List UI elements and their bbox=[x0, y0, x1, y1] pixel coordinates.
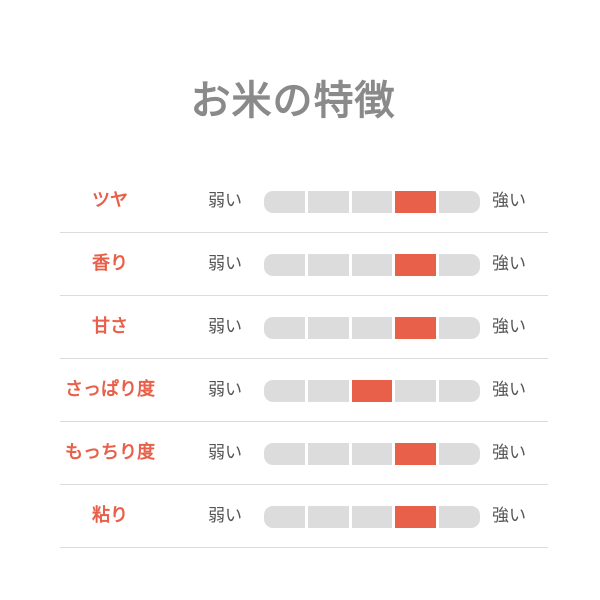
level-scale bbox=[264, 506, 480, 528]
weak-label: 弱い bbox=[208, 317, 242, 337]
characteristic-label: もっちり度 bbox=[65, 442, 155, 463]
characteristic-label: 甘さ bbox=[92, 316, 128, 337]
level-segment bbox=[307, 443, 349, 465]
level-segment bbox=[307, 191, 349, 213]
level-segment bbox=[439, 254, 480, 276]
level-scale bbox=[264, 380, 480, 402]
level-segment bbox=[351, 191, 393, 213]
level-segment bbox=[351, 254, 393, 276]
level-segment-active bbox=[395, 443, 437, 465]
level-segment bbox=[264, 254, 305, 276]
weak-label: 弱い bbox=[208, 443, 242, 463]
level-segment-active bbox=[395, 254, 437, 276]
level-segment-active bbox=[351, 380, 393, 402]
characteristic-row: さっぱり度 弱い 強い bbox=[60, 359, 548, 422]
level-segment bbox=[264, 443, 305, 465]
weak-label: 弱い bbox=[208, 506, 242, 526]
characteristics-list: ツヤ 弱い 強い 香り 弱い 強い 甘さ 弱い 強い さっぱり度 弱い 強い もっちり度 弱い 強い 粘り 弱い… bbox=[60, 170, 548, 548]
characteristic-label: さっぱり度 bbox=[65, 379, 155, 400]
characteristic-label: 香り bbox=[92, 253, 128, 274]
level-segment bbox=[307, 506, 349, 528]
weak-label: 弱い bbox=[208, 191, 242, 211]
strong-label: 強い bbox=[492, 191, 526, 211]
strong-label: 強い bbox=[492, 506, 526, 526]
page-title: お米の特徴 bbox=[190, 78, 396, 124]
level-segment bbox=[439, 443, 480, 465]
level-scale bbox=[264, 191, 480, 213]
level-scale bbox=[264, 317, 480, 339]
characteristic-label: ツヤ bbox=[92, 190, 128, 211]
level-segment bbox=[439, 506, 480, 528]
strong-label: 強い bbox=[492, 443, 526, 463]
level-segment bbox=[307, 380, 349, 402]
level-segment-active bbox=[395, 506, 437, 528]
level-segment bbox=[264, 191, 305, 213]
level-segment bbox=[351, 317, 393, 339]
weak-label: 弱い bbox=[208, 380, 242, 400]
characteristic-row: 粘り 弱い 強い bbox=[60, 485, 548, 548]
level-segment bbox=[439, 317, 480, 339]
level-segment bbox=[395, 380, 437, 402]
level-segment-active bbox=[395, 317, 437, 339]
characteristic-row: ツヤ 弱い 強い bbox=[60, 170, 548, 233]
level-segment bbox=[439, 380, 480, 402]
level-scale bbox=[264, 443, 480, 465]
characteristic-label: 粘り bbox=[92, 505, 128, 526]
level-segment bbox=[307, 317, 349, 339]
level-segment bbox=[264, 380, 305, 402]
level-segment bbox=[264, 317, 305, 339]
characteristic-row: 香り 弱い 強い bbox=[60, 233, 548, 296]
level-segment bbox=[439, 191, 480, 213]
strong-label: 強い bbox=[492, 254, 526, 274]
characteristic-row: もっちり度 弱い 強い bbox=[60, 422, 548, 485]
strong-label: 強い bbox=[492, 317, 526, 337]
level-segment-active bbox=[395, 191, 437, 213]
level-segment bbox=[307, 254, 349, 276]
level-segment bbox=[264, 506, 305, 528]
weak-label: 弱い bbox=[208, 254, 242, 274]
characteristic-row: 甘さ 弱い 強い bbox=[60, 296, 548, 359]
level-segment bbox=[351, 506, 393, 528]
level-scale bbox=[264, 254, 480, 276]
strong-label: 強い bbox=[492, 380, 526, 400]
level-segment bbox=[351, 443, 393, 465]
